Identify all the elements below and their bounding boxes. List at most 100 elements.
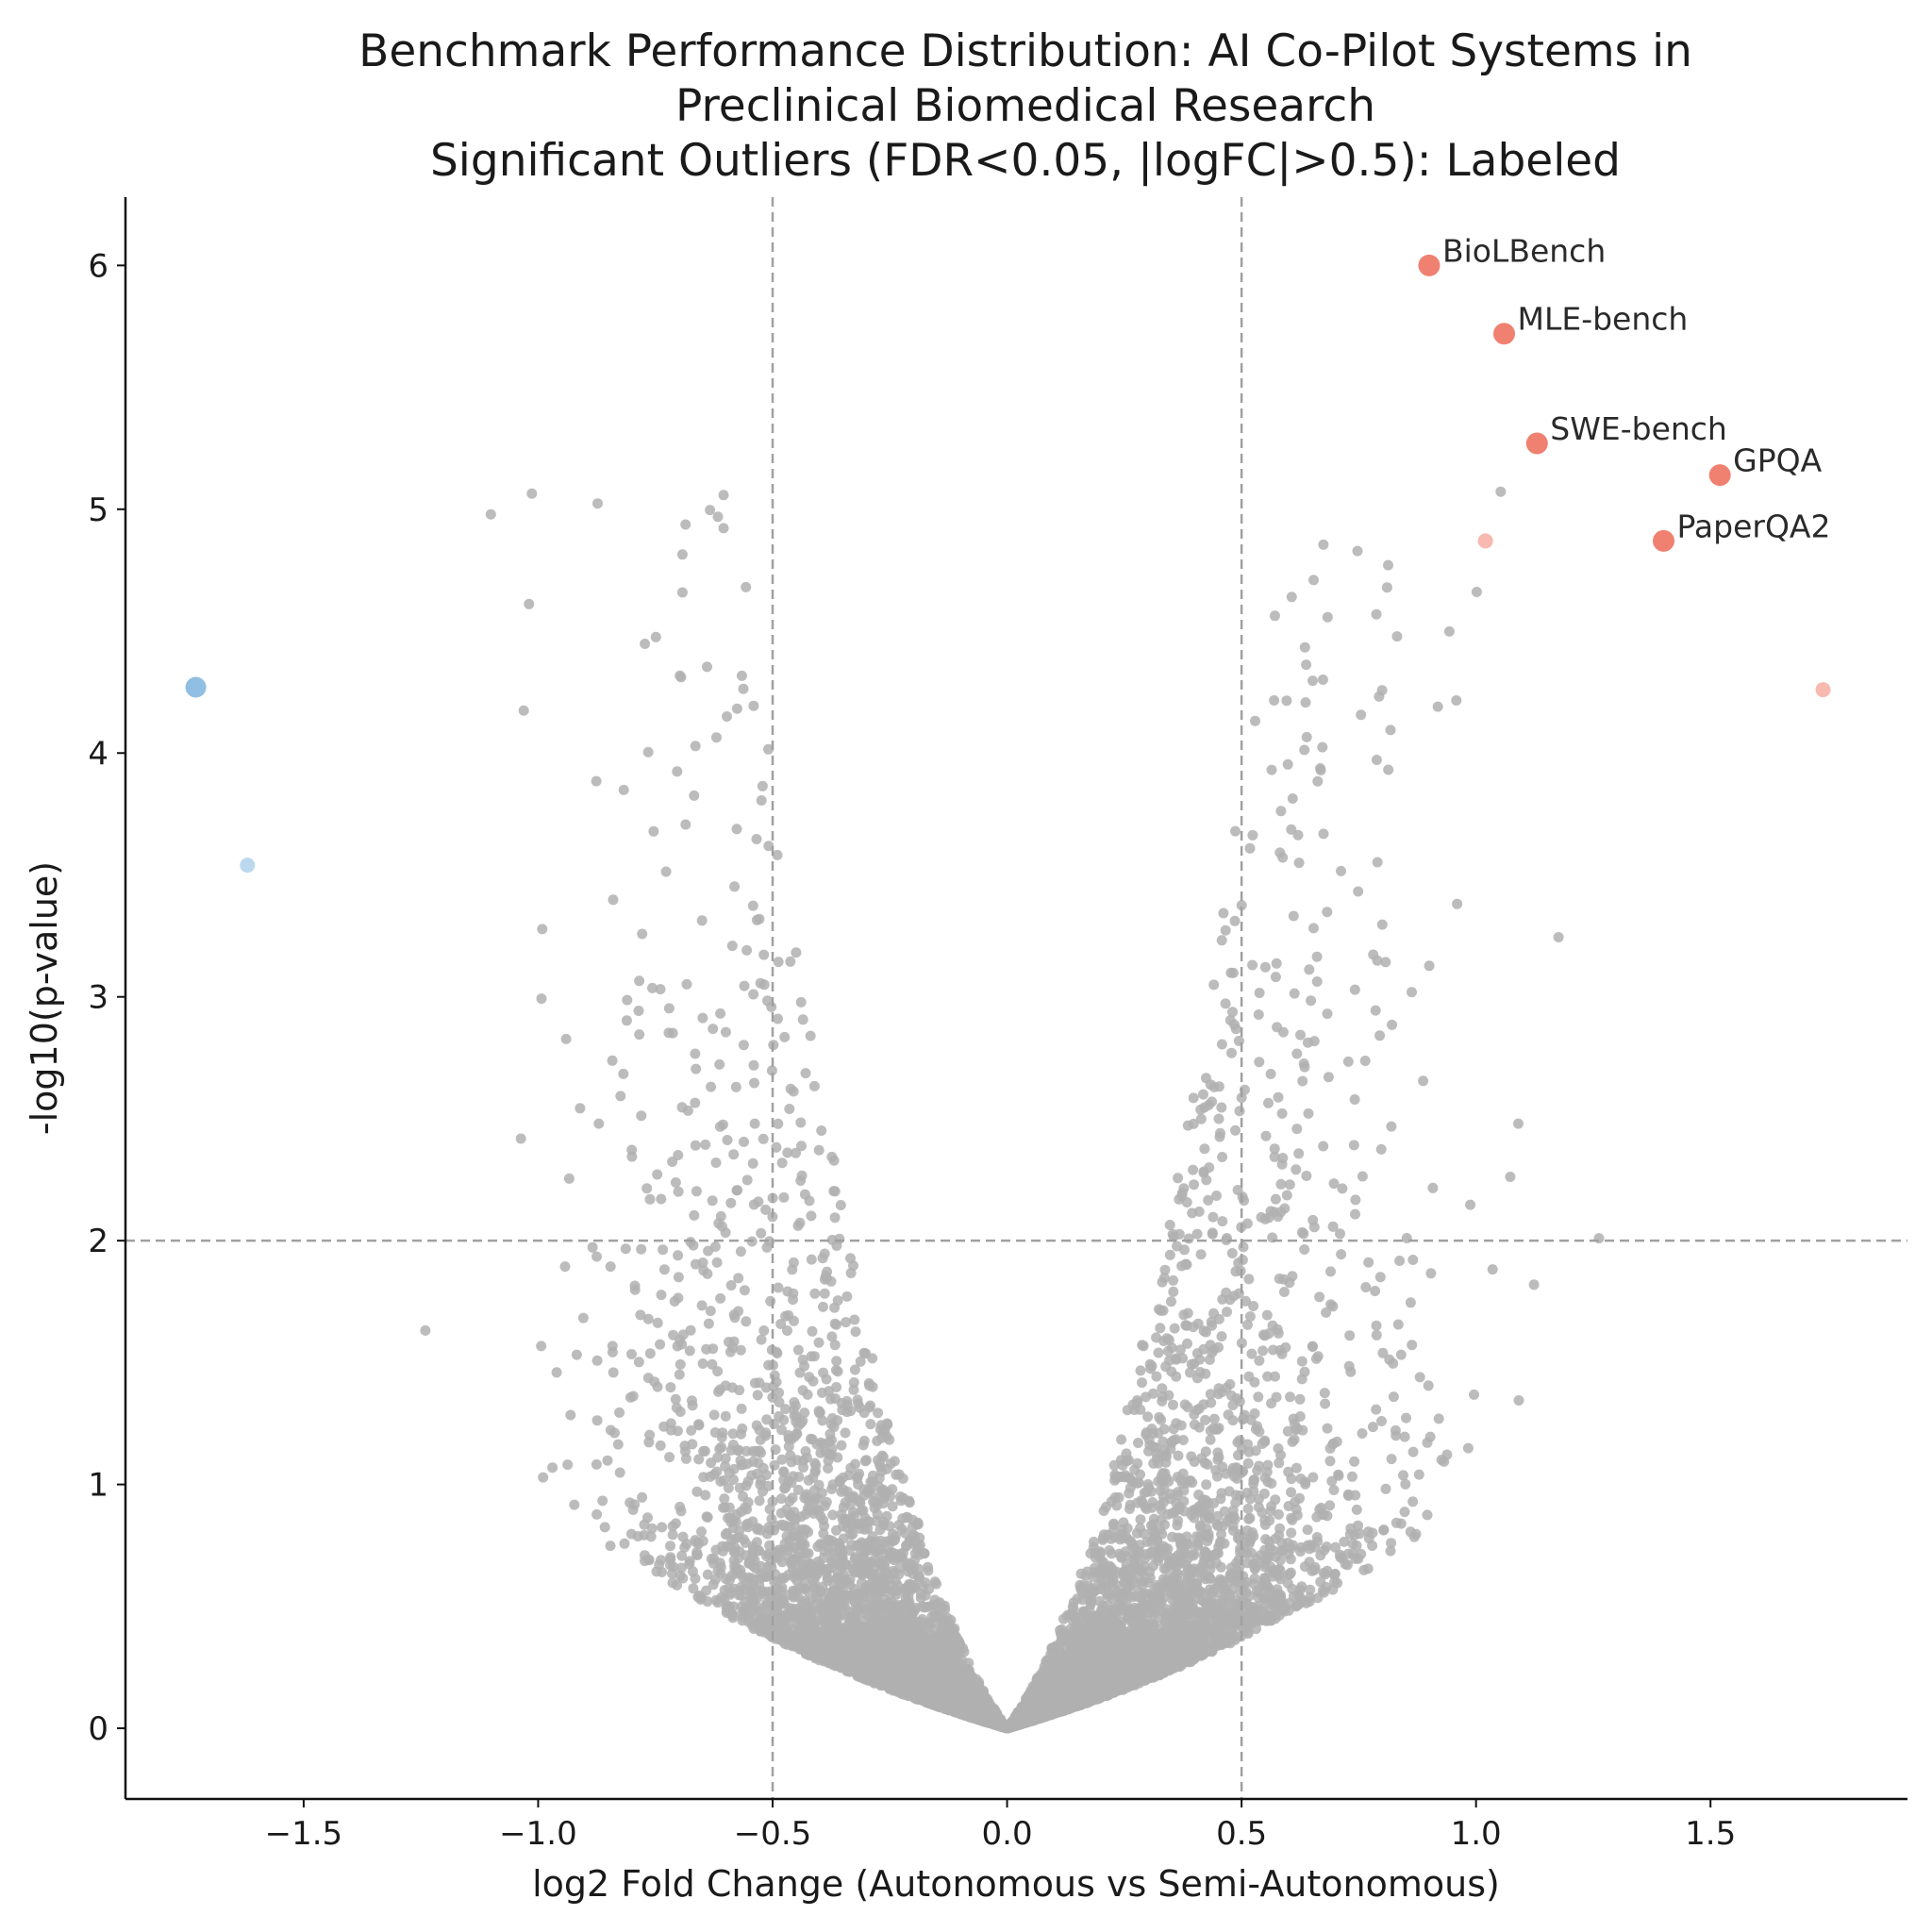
- data-point: [1243, 1274, 1255, 1285]
- data-point: [640, 639, 651, 649]
- data-point: [1422, 1509, 1433, 1521]
- data-point: [648, 825, 659, 837]
- data-point: [1349, 984, 1360, 995]
- data-point: [644, 1348, 656, 1359]
- data-point: [635, 1309, 646, 1321]
- data-point: [1253, 1502, 1264, 1513]
- data-point: [828, 1155, 840, 1166]
- data-point: [676, 587, 688, 598]
- data-point: [784, 1495, 795, 1507]
- data-point: [614, 1407, 625, 1418]
- data-point: [809, 1288, 821, 1299]
- data-point: [831, 1382, 842, 1392]
- data-point: [1306, 995, 1317, 1007]
- data-point: [749, 1077, 759, 1089]
- data-point: [1295, 1541, 1307, 1553]
- data-point: [1269, 1151, 1280, 1162]
- data-point: [792, 1484, 804, 1495]
- data-point: [1216, 935, 1227, 946]
- data-point: [676, 1550, 688, 1561]
- data-point: [1399, 1507, 1410, 1518]
- data-point: [1322, 907, 1333, 918]
- data-point: [593, 1118, 605, 1129]
- data-point: [693, 1419, 705, 1430]
- title-line-3: Significant Outliers (FDR<0.05, |logFC|>…: [430, 135, 1621, 187]
- data-point: [782, 1147, 793, 1158]
- data-point: [1157, 1395, 1168, 1407]
- data-point: [1333, 1469, 1344, 1480]
- data-point: [1194, 1367, 1206, 1377]
- data-point: [1395, 1349, 1407, 1360]
- data-point: [1189, 1179, 1200, 1191]
- data-point: [587, 1241, 598, 1253]
- data-point: [641, 1183, 653, 1194]
- data-point: [794, 1367, 806, 1378]
- data-point: [813, 1479, 824, 1491]
- data-point: [1285, 1391, 1295, 1403]
- data-point: [1241, 1218, 1253, 1229]
- data-point: [591, 1508, 603, 1520]
- data-point: [1237, 1255, 1248, 1265]
- data-point: [1300, 697, 1311, 708]
- data-point: [1320, 1398, 1331, 1409]
- data-point: [660, 866, 672, 877]
- data-point: [1385, 1545, 1396, 1557]
- data-point: [702, 1569, 713, 1580]
- data-point: [1399, 1431, 1410, 1442]
- data-point: [1188, 1092, 1199, 1104]
- background-points: [420, 486, 1605, 1734]
- data-point: [1310, 1353, 1322, 1364]
- data-point: [710, 1158, 722, 1168]
- data-point: [605, 1541, 616, 1552]
- data-point: [1226, 1248, 1238, 1258]
- data-point: [1383, 764, 1394, 775]
- data-point: [1208, 1211, 1219, 1223]
- data-point: [1259, 961, 1271, 973]
- data-point: [1297, 1075, 1308, 1087]
- data-point: [1371, 1320, 1382, 1331]
- data-point: [730, 1081, 741, 1092]
- data-point: [1315, 763, 1325, 774]
- data-point: [651, 1566, 662, 1577]
- data-point: [805, 1030, 816, 1041]
- data-point: [1269, 1143, 1280, 1155]
- data-point: [817, 1253, 828, 1264]
- data-point: [636, 1243, 647, 1255]
- data-point: [1349, 1456, 1360, 1467]
- data-point: [644, 1193, 656, 1205]
- data-point: [1311, 951, 1323, 962]
- data-point: [1266, 764, 1277, 775]
- title-line-1: Benchmark Performance Distribution: AI C…: [358, 25, 1692, 77]
- data-point: [627, 1391, 639, 1402]
- data-point: [731, 703, 742, 714]
- data-point: [778, 1191, 790, 1203]
- data-point: [667, 1157, 678, 1167]
- data-point: [823, 1463, 834, 1474]
- data-point: [618, 784, 629, 795]
- data-point: [829, 1212, 841, 1224]
- data-point: [1363, 1257, 1374, 1268]
- data-point: [1173, 1450, 1184, 1461]
- data-point: [734, 1482, 745, 1493]
- data-point: [708, 1024, 719, 1035]
- data-point: [526, 488, 538, 499]
- data-point: [849, 1314, 860, 1325]
- data-point: [1528, 1279, 1540, 1291]
- data-point: [591, 1458, 602, 1470]
- data-point: [676, 549, 688, 560]
- data-point: [791, 947, 802, 958]
- data-point: [1413, 1469, 1424, 1480]
- data-point: [1318, 828, 1329, 840]
- data-point: [788, 1257, 799, 1268]
- data-point: [664, 1452, 675, 1463]
- data-point: [798, 1462, 809, 1473]
- data-point: [690, 1048, 701, 1059]
- data-point: [1189, 1419, 1200, 1430]
- data-point: [632, 1531, 643, 1541]
- data-point: [1423, 1380, 1434, 1391]
- data-point: [1191, 1228, 1203, 1240]
- data-point: [1346, 1471, 1357, 1482]
- data-point: [691, 1186, 702, 1197]
- data-point: [1376, 1416, 1387, 1426]
